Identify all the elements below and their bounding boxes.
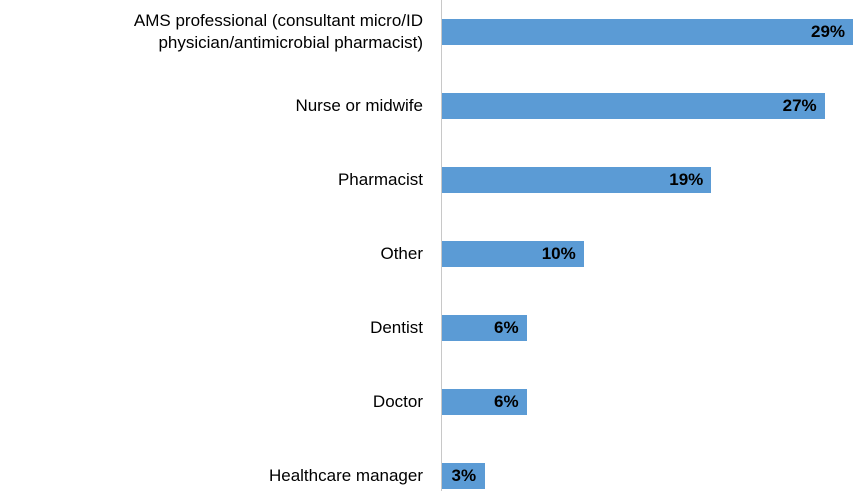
category-label: Healthcare manager — [268, 466, 423, 485]
value-label: 6% — [494, 392, 519, 411]
category-label: AMS professional (consultant micro/ID ph… — [133, 11, 423, 52]
bar — [442, 241, 584, 267]
value-label: 10% — [541, 244, 576, 263]
value-label: 3% — [451, 466, 477, 485]
bar — [442, 389, 528, 415]
bar — [442, 167, 712, 193]
bar — [442, 315, 528, 341]
category-axis — [441, 0, 442, 491]
value-label: 19% — [669, 170, 704, 189]
category-label: Other — [380, 244, 423, 263]
category-label: Doctor — [372, 392, 423, 411]
bar — [442, 19, 853, 45]
bar — [442, 93, 825, 119]
category-label: Pharmacist — [337, 170, 423, 189]
value-label: 29% — [811, 22, 846, 41]
category-label: Dentist — [370, 318, 423, 337]
category-label: Nurse or midwife — [295, 96, 423, 115]
value-label: 27% — [782, 96, 817, 115]
value-label: 6% — [494, 318, 519, 337]
bar — [442, 463, 485, 489]
